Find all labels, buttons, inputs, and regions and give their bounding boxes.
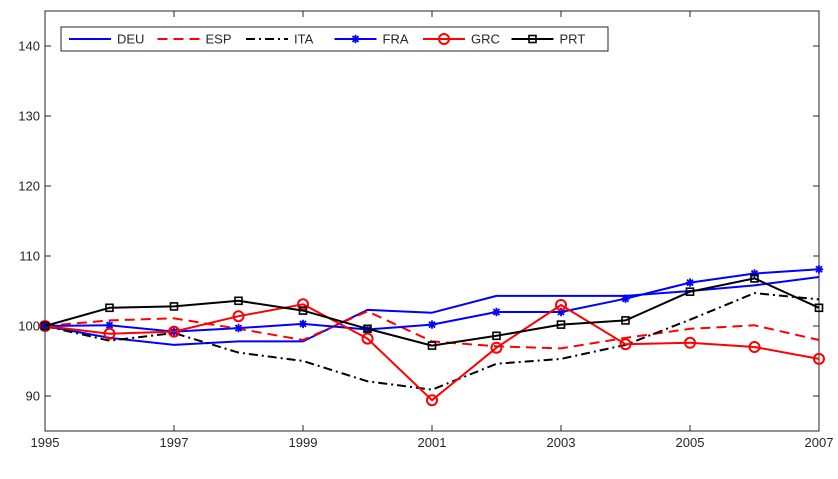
data-point-prt [40, 321, 50, 331]
legend-marker-fra [351, 34, 360, 44]
legend: DEU ESP ITA FRA GRC PRT [60, 26, 609, 52]
data-point-prt [621, 316, 630, 325]
series-ita [44, 292, 820, 391]
y-tick-label: 120 [18, 179, 40, 194]
data-point-grc [684, 336, 696, 349]
x-tick-label: 2001 [418, 435, 447, 450]
data-point-prt [685, 287, 695, 297]
legend-marker-prt [528, 34, 537, 44]
data-point-prt [169, 302, 179, 311]
data-point-prt [298, 306, 308, 315]
data-point-grc [361, 332, 374, 345]
plot-area [44, 10, 820, 432]
series-prt [40, 274, 824, 350]
data-point-prt [750, 274, 759, 283]
x-tick-label: 1995 [31, 435, 60, 450]
legend-label-fra: FRA [383, 32, 409, 47]
data-point-prt [492, 331, 501, 341]
y-tick-label: 100 [18, 319, 40, 334]
data-point-grc [103, 327, 116, 340]
data-point-fra [492, 307, 501, 317]
data-point-grc [813, 352, 825, 365]
axis-ticks: 1995 1997 1999 2001 2003 2005 2007 90 100 110 120 1… [18, 11, 833, 450]
legend-marker-grc [438, 33, 450, 45]
x-tick-label: 2003 [547, 435, 576, 450]
x-tick-label: 1997 [160, 435, 189, 450]
legend-label-prt: PRT [560, 32, 586, 47]
data-point-prt [427, 341, 437, 350]
data-point-grc [748, 341, 761, 353]
data-point-prt [814, 303, 824, 313]
data-point-grc [297, 298, 309, 311]
data-point-fra [750, 269, 759, 278]
x-tick-label: 2005 [676, 435, 705, 450]
data-point-fra [298, 319, 308, 329]
series-line-ita [44, 292, 820, 391]
data-point-prt [105, 303, 114, 313]
y-tick-label: 130 [18, 109, 40, 124]
series-line-grc [44, 303, 820, 402]
data-point-grc [232, 310, 245, 323]
series-layer [39, 265, 825, 407]
x-tick-label: 2007 [805, 435, 834, 450]
data-point-fra [685, 278, 695, 287]
data-point-fra [621, 294, 630, 303]
data-point-grc [619, 338, 632, 351]
data-point-fra [814, 265, 824, 274]
y-tick-label: 140 [18, 39, 40, 54]
x-tick-label: 1999 [289, 435, 318, 450]
series-line-prt [44, 277, 820, 347]
data-point-prt [234, 296, 243, 306]
data-point-fra [427, 320, 437, 329]
data-point-grc [168, 325, 180, 338]
data-point-prt [363, 324, 372, 334]
y-tick-label: 110 [19, 249, 40, 264]
legend-label-deu: DEU [117, 32, 144, 47]
data-point-grc [555, 299, 567, 311]
data-point-fra [234, 323, 243, 333]
data-point-fra [556, 307, 566, 317]
data-point-fra [105, 321, 114, 330]
legend-label-esp: ESP [206, 32, 232, 47]
series-grc [39, 298, 825, 407]
y-tick-label: 90 [26, 389, 40, 404]
legend-label-grc: GRC [471, 32, 500, 47]
data-point-grc [426, 394, 438, 407]
data-point-grc [39, 320, 51, 332]
data-point-grc [490, 341, 503, 354]
legend-label-ita: ITA [294, 32, 314, 47]
data-point-prt [556, 320, 566, 329]
